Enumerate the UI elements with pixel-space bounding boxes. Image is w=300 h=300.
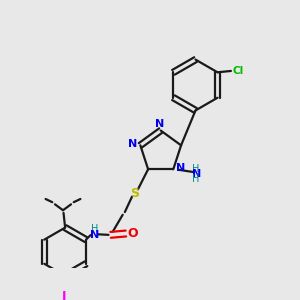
- Text: N: N: [155, 119, 164, 129]
- Text: Cl: Cl: [233, 66, 244, 76]
- Text: I: I: [62, 290, 67, 300]
- Text: H: H: [192, 164, 199, 174]
- Text: S: S: [130, 187, 139, 200]
- Text: O: O: [128, 227, 138, 240]
- Text: N: N: [90, 230, 99, 240]
- Text: H: H: [192, 174, 199, 184]
- Text: N: N: [128, 139, 137, 149]
- Text: H: H: [91, 224, 98, 235]
- Text: N: N: [176, 163, 185, 173]
- Text: N: N: [193, 169, 202, 179]
